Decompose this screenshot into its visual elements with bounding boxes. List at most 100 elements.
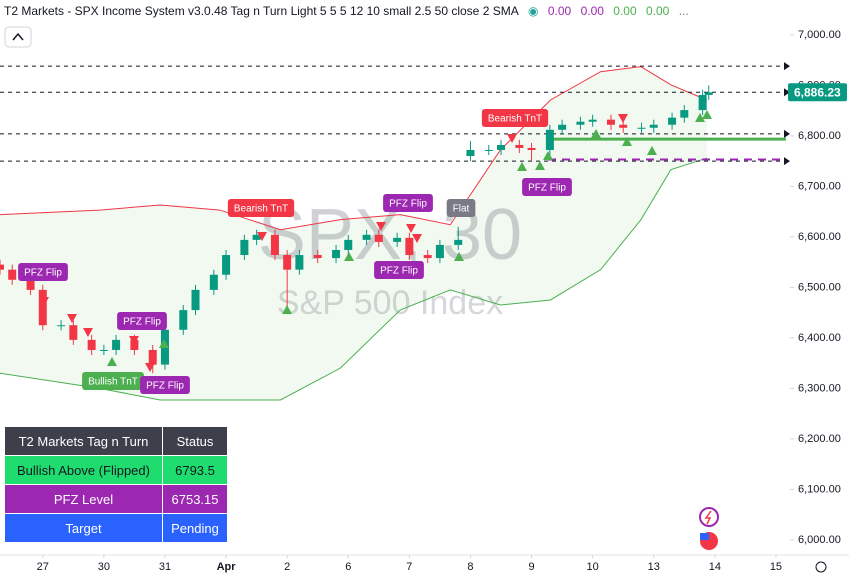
flag-canton (700, 533, 709, 540)
candle-body (680, 110, 689, 118)
candle-body (57, 325, 66, 327)
candle-body (148, 349, 157, 365)
candle-body (704, 92, 713, 95)
y-tick-label: 6,500.00 (798, 281, 841, 293)
last-price-label: 6,886.23 (794, 85, 841, 99)
x-tick-label: 14 (709, 561, 721, 573)
indicator-value: 0.00 (580, 4, 604, 18)
y-tick-label: 6,200.00 (798, 433, 841, 445)
signal-label: PFZ Flip (146, 381, 184, 392)
candle-body (497, 144, 506, 150)
settings-icon[interactable] (815, 561, 827, 573)
y-tick-label: 6,600.00 (798, 231, 841, 243)
sell-signal (129, 336, 139, 345)
y-tick-label: 6,000.00 (798, 534, 841, 546)
x-tick-label: 9 (528, 561, 534, 573)
signal-label: PFZ Flip (123, 317, 161, 328)
level-arrow (784, 62, 790, 71)
candle-body (270, 234, 279, 256)
buy-signal (591, 129, 601, 138)
candle-body (454, 239, 463, 245)
cell: PFZ Level (4, 484, 163, 514)
candle-body (87, 339, 96, 350)
header-cell: T2 Markets Tag n Turn (4, 426, 163, 456)
candle-body (637, 127, 646, 129)
watermark-subtitle: S&P 500 Index (277, 284, 503, 322)
buy-signal (702, 110, 712, 119)
signal-label-box (522, 178, 572, 196)
more[interactable]: ... (678, 4, 689, 18)
sell-signal (507, 134, 517, 143)
x-tick-label: Apr (217, 561, 237, 573)
buy-signal (535, 161, 545, 170)
candle-body (423, 255, 432, 259)
cell: Pending (162, 513, 228, 543)
candle-body (698, 94, 707, 111)
x-tick-label: 13 (648, 561, 660, 573)
signal-label: PFZ Flip (380, 266, 418, 277)
candle-body (606, 119, 615, 125)
x-tick-label: 6 (345, 561, 351, 573)
candle-body (209, 274, 218, 290)
table-row: Bullish Above (Flipped) 6793.5 (4, 455, 228, 485)
x-tick-label: 30 (98, 561, 110, 573)
cell: Bullish Above (Flipped) (4, 455, 163, 485)
signal-label-box (18, 263, 68, 281)
signal-label: PFZ Flip (389, 199, 427, 210)
candle-body (558, 124, 567, 130)
buy-signal (159, 339, 169, 348)
signal-label: PFZ Flip (24, 268, 62, 279)
candle-body (576, 121, 585, 125)
last-price-box (788, 83, 847, 102)
candle-body (252, 234, 261, 240)
candle-body (393, 237, 402, 242)
x-tick-label: 2 (284, 561, 290, 573)
status-table: T2 Markets Tag n Turn Status Bullish Abo… (4, 426, 228, 543)
x-tick-label: 10 (587, 561, 599, 573)
candle-body (362, 234, 371, 240)
collapse-button[interactable] (4, 26, 32, 48)
eye-icon[interactable]: ◉ (528, 4, 539, 18)
signal-label: Bearish TnT (234, 204, 288, 215)
buy-signal (107, 357, 117, 366)
level-arrow (784, 129, 790, 138)
y-tick-label: 6,800.00 (798, 130, 841, 142)
alert-bolt (704, 510, 712, 525)
signal-label-box (227, 199, 295, 217)
sell-signal (83, 328, 93, 337)
indicator-value: 0.00 (645, 4, 670, 18)
candle-body (130, 339, 139, 350)
candle-body (69, 325, 78, 340)
collapse-icon (12, 32, 24, 41)
table-row: Target Pending (4, 513, 228, 543)
candle-body (112, 339, 121, 350)
lower-band (0, 157, 708, 401)
signal-label-box (446, 199, 476, 217)
buy-signal (695, 113, 705, 122)
x-tick-label: 7 (406, 561, 412, 573)
alert-icon[interactable] (699, 507, 719, 527)
signal-label-box (117, 312, 167, 330)
sell-signal (406, 224, 416, 233)
candle-body (313, 255, 322, 259)
y-tick-label: 6,100.00 (798, 483, 841, 495)
candle-body (527, 147, 536, 150)
signal-label: PFZ Flip (528, 183, 566, 194)
candle-body (405, 237, 414, 256)
candle-body (668, 117, 677, 125)
buy-signal (543, 151, 553, 160)
candle-body (191, 289, 200, 311)
header-cell: Status (162, 426, 228, 456)
signal-label-box (383, 194, 433, 212)
buy-signal (282, 305, 292, 314)
candle-body (8, 269, 17, 280)
sell-signal (67, 314, 77, 323)
buy-signal (344, 252, 354, 261)
indicator-header: T2 Markets - SPX Income System v3.0.48 T… (4, 4, 695, 18)
candle-body (38, 289, 47, 326)
candle-body (222, 255, 231, 275)
level-arrow (784, 157, 790, 166)
candle-body (283, 255, 292, 270)
buy-signal (647, 146, 657, 155)
